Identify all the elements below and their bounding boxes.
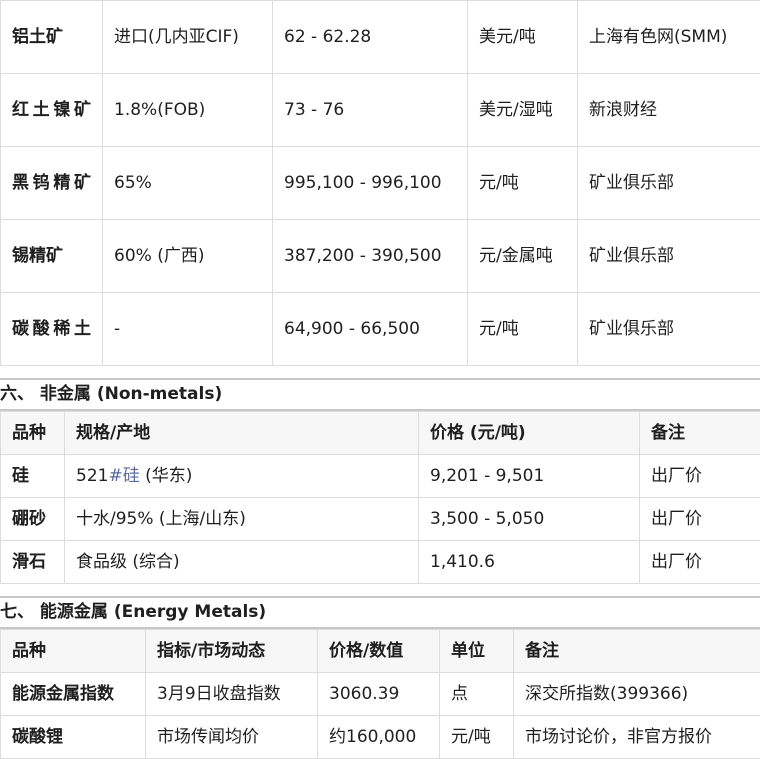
- column-header: 备注: [640, 412, 760, 455]
- item-name: 硼砂: [1, 498, 65, 541]
- spec-text: (华东): [140, 466, 193, 486]
- table-row: 硼砂 十水/95% (上海/山东) 3,500 - 5,050 出厂价: [1, 498, 760, 541]
- unit: 点: [440, 673, 514, 716]
- spec-text: 521: [76, 466, 108, 486]
- spec: -: [103, 293, 273, 366]
- price: 387,200 - 390,500: [273, 220, 468, 293]
- source: 新浪财经: [578, 74, 760, 147]
- unit: 美元/吨: [468, 1, 578, 74]
- item-name: 锡精矿: [1, 220, 103, 293]
- column-header: 备注: [514, 630, 760, 673]
- nonmetals-table: 品种 规格/产地 价格 (元/吨) 备注 硅 521#硅 (华东) 9,201 …: [0, 411, 760, 584]
- column-header: 规格/产地: [65, 412, 419, 455]
- column-header: 指标/市场动态: [146, 630, 318, 673]
- item-name: 碳酸锂: [1, 716, 146, 759]
- value: 约160,000: [318, 716, 440, 759]
- column-header: 品种: [1, 630, 146, 673]
- item-name: 能源金属指数: [1, 673, 146, 716]
- price: 1,410.6: [419, 541, 640, 584]
- item-name: 碳酸稀土: [1, 293, 103, 366]
- source: 上海有色网(SMM): [578, 1, 760, 74]
- note: 市场讨论价，非官方报价: [514, 716, 760, 759]
- item-name: 红土镍矿: [1, 74, 103, 147]
- note: 出厂价: [640, 455, 760, 498]
- column-header: 价格 (元/吨): [419, 412, 640, 455]
- source: 矿业俱乐部: [578, 220, 760, 293]
- ore-price-table: 铝土矿 进口(几内亚CIF) 62 - 62.28 美元/吨 上海有色网(SMM…: [0, 0, 760, 366]
- value: 3060.39: [318, 673, 440, 716]
- unit: 元/吨: [468, 293, 578, 366]
- price: 3,500 - 5,050: [419, 498, 640, 541]
- spec: 食品级 (综合): [65, 541, 419, 584]
- energy-metals-table: 品种 指标/市场动态 价格/数值 单位 备注 能源金属指数 3月9日收盘指数 3…: [0, 629, 760, 759]
- spec: 60% (广西): [103, 220, 273, 293]
- table-row: 碳酸稀土 - 64,900 - 66,500 元/吨 矿业俱乐部: [1, 293, 760, 366]
- price: 64,900 - 66,500: [273, 293, 468, 366]
- price: 995,100 - 996,100: [273, 147, 468, 220]
- table-row: 锡精矿 60% (广西) 387,200 - 390,500 元/金属吨 矿业俱…: [1, 220, 760, 293]
- table-header-row: 品种 指标/市场动态 价格/数值 单位 备注: [1, 630, 760, 673]
- table-header-row: 品种 规格/产地 价格 (元/吨) 备注: [1, 412, 760, 455]
- item-name: 硅: [1, 455, 65, 498]
- indicator: 市场传闻均价: [146, 716, 318, 759]
- spec: 进口(几内亚CIF): [103, 1, 273, 74]
- table-row: 碳酸锂 市场传闻均价 约160,000 元/吨 市场讨论价，非官方报价: [1, 716, 760, 759]
- hashtag-link[interactable]: #硅: [108, 466, 139, 486]
- section-heading-energy-metals: 七、 能源金属 (Energy Metals): [0, 596, 760, 629]
- unit: 元/吨: [468, 147, 578, 220]
- unit: 美元/湿吨: [468, 74, 578, 147]
- table-row: 能源金属指数 3月9日收盘指数 3060.39 点 深交所指数(399366): [1, 673, 760, 716]
- item-name: 滑石: [1, 541, 65, 584]
- price: 62 - 62.28: [273, 1, 468, 74]
- price: 73 - 76: [273, 74, 468, 147]
- unit: 元/金属吨: [468, 220, 578, 293]
- note: 出厂价: [640, 541, 760, 584]
- table-row: 红土镍矿 1.8%(FOB) 73 - 76 美元/湿吨 新浪财经: [1, 74, 760, 147]
- table-row: 铝土矿 进口(几内亚CIF) 62 - 62.28 美元/吨 上海有色网(SMM…: [1, 1, 760, 74]
- column-header: 品种: [1, 412, 65, 455]
- note: 深交所指数(399366): [514, 673, 760, 716]
- section-heading-nonmetals: 六、 非金属 (Non-metals): [0, 378, 760, 411]
- column-header: 价格/数值: [318, 630, 440, 673]
- table-row: 硅 521#硅 (华东) 9,201 - 9,501 出厂价: [1, 455, 760, 498]
- price: 9,201 - 9,501: [419, 455, 640, 498]
- item-name: 铝土矿: [1, 1, 103, 74]
- note: 出厂价: [640, 498, 760, 541]
- spec: 521#硅 (华东): [65, 455, 419, 498]
- indicator: 3月9日收盘指数: [146, 673, 318, 716]
- spec: 十水/95% (上海/山东): [65, 498, 419, 541]
- source: 矿业俱乐部: [578, 147, 760, 220]
- table-row: 滑石 食品级 (综合) 1,410.6 出厂价: [1, 541, 760, 584]
- unit: 元/吨: [440, 716, 514, 759]
- spec: 65%: [103, 147, 273, 220]
- spec: 1.8%(FOB): [103, 74, 273, 147]
- table-row: 黑钨精矿 65% 995,100 - 996,100 元/吨 矿业俱乐部: [1, 147, 760, 220]
- column-header: 单位: [440, 630, 514, 673]
- source: 矿业俱乐部: [578, 293, 760, 366]
- item-name: 黑钨精矿: [1, 147, 103, 220]
